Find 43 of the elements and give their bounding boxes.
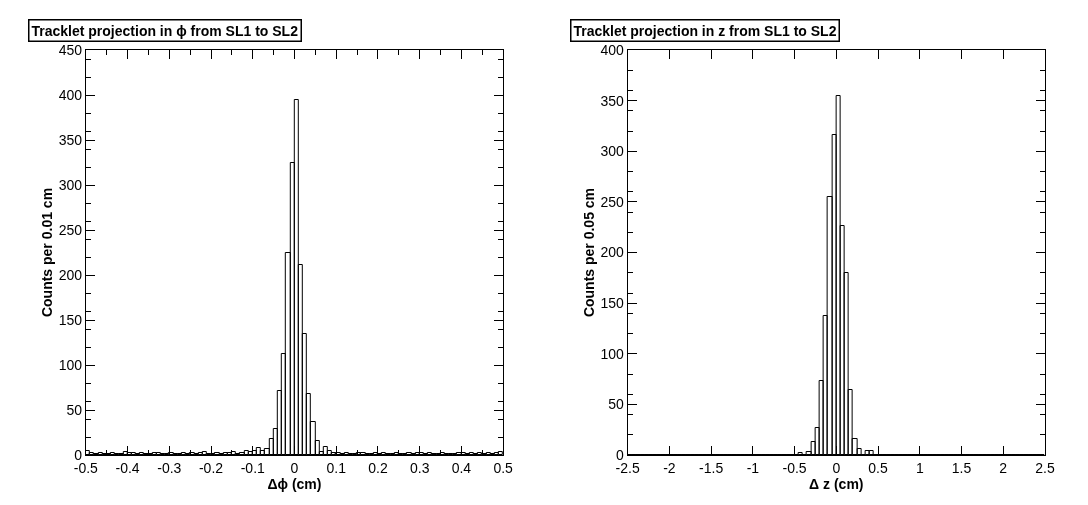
y-tick-label: 150 (58, 311, 83, 328)
x-tick-label: 0 (290, 459, 299, 476)
x-tick-label: 0.3 (409, 459, 430, 476)
chart-title: Tracklet projection in z from SL1 to SL2 (573, 22, 837, 39)
x-axis-title: Δ z (cm) (809, 475, 864, 492)
x-tick-label: -1 (746, 459, 760, 476)
x-tick-label: -0.5 (782, 459, 807, 476)
y-tick-label: 150 (600, 295, 625, 312)
x-tick-label: -0.3 (157, 459, 182, 476)
x-tick-label: -0.4 (115, 459, 140, 476)
y-tick-label: 200 (58, 266, 83, 283)
x-axis-title: Δϕ (cm) (267, 475, 322, 492)
x-tick-label: 2 (999, 459, 1008, 476)
y-tick-label: 200 (600, 244, 625, 261)
y-tick-label: 100 (600, 345, 625, 362)
y-axis-title: Counts per 0.05 cm (581, 187, 598, 318)
x-tick-label: 0.2 (368, 459, 388, 476)
y-tick-label: 100 (58, 356, 83, 373)
y-axis-title: Counts per 0.01 cm (39, 187, 56, 318)
chart-title: Tracklet projection in ϕ from SL1 to SL2 (31, 22, 299, 39)
x-tick-label: 0.1 (326, 459, 347, 476)
y-tick-label: 300 (600, 143, 625, 160)
x-tick-label: 0.4 (451, 459, 472, 476)
y-tick-label: 400 (58, 86, 83, 103)
x-tick-label: 1.5 (951, 459, 972, 476)
x-tick-label: 0.5 (868, 459, 888, 476)
x-tick-label: -2 (663, 459, 676, 476)
y-tick-label: 250 (58, 221, 83, 238)
y-tick-label: 250 (600, 193, 625, 210)
y-tick-label: 50 (66, 401, 83, 418)
y-tick-label: 300 (58, 176, 83, 193)
x-tick-label: 2.5 (1035, 459, 1055, 476)
x-tick-label: -1.5 (699, 459, 724, 476)
y-tick-label: 350 (600, 92, 625, 109)
x-tick-label: 0 (832, 459, 841, 476)
x-tick-label: -0.1 (240, 459, 266, 476)
y-tick-label: 450 (58, 41, 83, 58)
x-tick-label: 0.5 (493, 459, 514, 476)
x-tick-label: -0.2 (198, 459, 224, 476)
y-tick-label: 400 (600, 41, 625, 58)
y-tick-label: 350 (58, 131, 83, 148)
y-tick-label: 50 (608, 396, 625, 413)
x-tick-label: 1 (915, 459, 924, 476)
